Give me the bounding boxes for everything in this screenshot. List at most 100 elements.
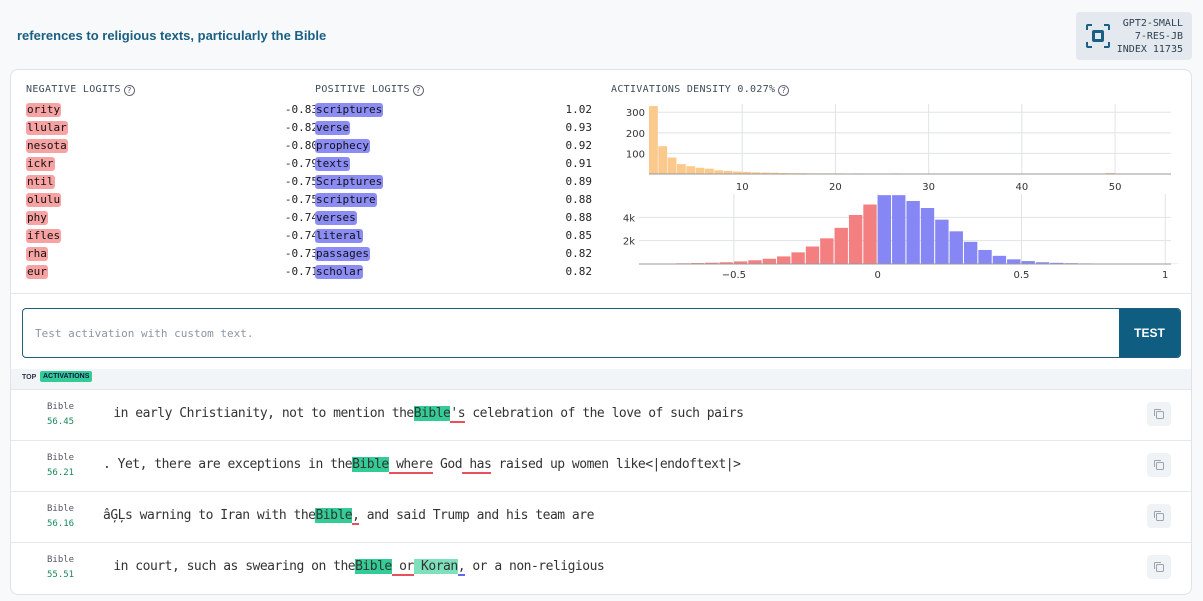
logit-row: scripture 0.88 xyxy=(315,192,592,208)
activation-example: Bible 56.21 . Yet, there are exceptions in… xyxy=(11,440,1191,491)
logit-bar xyxy=(1035,262,1050,264)
logit-token: literal xyxy=(315,229,364,243)
logit-bar xyxy=(906,201,920,264)
copy-icon xyxy=(1154,511,1164,521)
activation-example: Bible 55.51 in court, such as swearing on… xyxy=(11,542,1191,593)
x-tick-label: 40 xyxy=(1015,182,1028,193)
logit-token: ifles xyxy=(26,229,62,243)
highlighted-token[interactable]: where xyxy=(388,457,433,474)
logit-value: 0.91 xyxy=(565,157,593,170)
negative-logits-heading-text: NEGATIVE LOGITS xyxy=(26,84,121,95)
model-name: GPT2-SMALL xyxy=(1122,18,1183,29)
context-text: âĢĻs warning to Iran with the xyxy=(103,508,316,523)
logit-token: Scriptures xyxy=(315,175,384,189)
highlighted-token[interactable]: has xyxy=(462,457,492,474)
logit-row: ority -0.83 xyxy=(26,102,318,118)
logit-value: -0.71 xyxy=(284,265,318,278)
model-badge[interactable]: GPT2-SMALL 7-RES-JB INDEX 11735 xyxy=(1076,12,1192,60)
activations-tag[interactable]: ACTIVATIONS xyxy=(40,371,93,382)
logit-row: passages 0.82 xyxy=(315,246,592,262)
logit-value: 0.82 xyxy=(565,247,593,260)
logit-token: olulu xyxy=(26,193,62,207)
divider xyxy=(11,293,1191,294)
activation-context: . Yet, there are exceptions in theBible … xyxy=(103,457,741,474)
logit-token: verses xyxy=(315,211,357,225)
logit-row: literal 0.85 xyxy=(315,228,592,244)
help-icon[interactable]: ? xyxy=(778,85,790,96)
highlighted-token[interactable]: 's xyxy=(450,406,466,423)
top-label: TOP xyxy=(22,374,37,381)
logit-token: ority xyxy=(26,103,62,117)
copy-button[interactable] xyxy=(1147,402,1171,426)
logit-row: llular -0.82 xyxy=(26,120,318,136)
logit-value: -0.82 xyxy=(284,121,318,134)
logit-value: 0.88 xyxy=(565,211,593,224)
x-tick-label: 50 xyxy=(1109,182,1122,193)
copy-icon xyxy=(1154,409,1164,419)
positive-logits-heading-text: POSITIVE LOGITS xyxy=(315,84,410,95)
help-icon[interactable]: ? xyxy=(123,85,135,96)
highlighted-token[interactable]: , xyxy=(352,508,360,525)
logit-value: 0.89 xyxy=(565,175,593,188)
logit-value: -0.75 xyxy=(284,175,318,188)
logit-bar xyxy=(920,208,935,264)
feature-title: references to religious texts, particula… xyxy=(17,28,327,43)
context-text: . Yet, there are exceptions in the xyxy=(103,457,353,472)
density-bar xyxy=(658,146,668,174)
logit-bar xyxy=(992,255,1007,264)
logit-row: eur -0.71 xyxy=(26,264,318,280)
logit-bar xyxy=(719,262,733,264)
copy-button[interactable] xyxy=(1147,504,1171,528)
logit-bar xyxy=(877,195,892,264)
chip-icon xyxy=(1086,24,1110,48)
highlighted-token[interactable]: Koran xyxy=(413,559,458,574)
density-bar xyxy=(695,167,705,174)
density-bar xyxy=(723,170,733,174)
context-text: in early Christianity, not to mention th… xyxy=(106,406,414,421)
activation-value: 55.51 xyxy=(47,570,75,580)
logit-token: nesota xyxy=(26,139,68,153)
activation-example: Bible 56.45 in early Christianity, not to… xyxy=(11,389,1191,440)
feature-header: references to religious texts, particula… xyxy=(0,0,1203,70)
logit-token: prophecy xyxy=(315,139,370,153)
logit-value: 0.88 xyxy=(565,193,593,206)
logit-row: rha -0.73 xyxy=(26,246,318,262)
density-heading: ACTIVATIONS DENSITY 0.027%? xyxy=(611,84,790,96)
activation-context: in early Christianity, not to mention th… xyxy=(106,406,744,423)
logit-value: 0.93 xyxy=(565,121,593,134)
density-bar xyxy=(649,106,658,174)
highlighted-token[interactable]: , xyxy=(457,559,466,576)
test-button[interactable]: TEST xyxy=(1119,309,1180,357)
feature-index: INDEX 11735 xyxy=(1116,44,1183,55)
activation-token: Bible xyxy=(47,453,75,463)
top-activations-bar: TOP ACTIVATIONS xyxy=(11,369,1191,389)
density-bar xyxy=(676,164,686,174)
feature-panel: NEGATIVE LOGITS? ority -0.83 llular -0.82 ne… xyxy=(10,69,1192,595)
highlighted-token[interactable]: Bible xyxy=(413,406,451,421)
y-tick-label: 4k xyxy=(623,213,635,224)
highlighted-token[interactable]: Bible xyxy=(315,508,353,523)
logit-value: -0.75 xyxy=(284,193,318,206)
logit-token: scriptures xyxy=(315,103,384,117)
logit-row: ickr -0.79 xyxy=(26,156,318,172)
logit-bar xyxy=(791,252,805,264)
help-icon[interactable]: ? xyxy=(412,85,424,96)
context-text: in court, such as swearing on the xyxy=(106,559,356,574)
x-tick-label: 10 xyxy=(736,182,749,193)
y-tick-label: 200 xyxy=(626,129,645,140)
highlighted-token[interactable]: Bible xyxy=(352,457,389,472)
x-tick-label: 0.5 xyxy=(1014,270,1030,281)
copy-button[interactable] xyxy=(1147,453,1171,477)
logit-bar xyxy=(863,204,877,264)
model-badge-text: GPT2-SMALL 7-RES-JB INDEX 11735 xyxy=(1117,17,1183,56)
x-tick-label: 20 xyxy=(829,182,842,193)
highlighted-token[interactable]: Bible xyxy=(355,559,392,574)
highlighted-token[interactable]: or xyxy=(391,559,414,576)
logit-bar xyxy=(762,258,777,264)
activation-value: 56.45 xyxy=(47,417,75,427)
logit-bar xyxy=(892,195,906,264)
negative-logits-heading: NEGATIVE LOGITS? xyxy=(26,84,135,96)
test-activation-input[interactable] xyxy=(23,309,1120,357)
copy-button[interactable] xyxy=(1147,555,1171,579)
logit-bar xyxy=(705,262,719,264)
